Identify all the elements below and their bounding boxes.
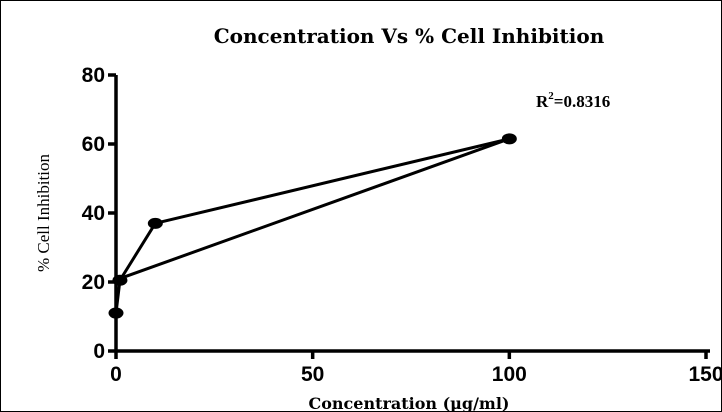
fit-line — [119, 137, 510, 280]
y-tick-label: 20 — [82, 271, 105, 294]
r-squared-base: R — [536, 92, 549, 111]
data-points — [108, 133, 517, 319]
x-tick-label: 50 — [301, 363, 324, 386]
y-axis-label: % Cell Inhibition — [34, 153, 53, 272]
y-tick-label: 60 — [82, 133, 105, 156]
x-tick-label: 100 — [492, 363, 527, 386]
y-ticks: 0 20 40 60 80 — [82, 64, 116, 363]
data-point — [112, 274, 128, 286]
y-tick-label: 80 — [82, 64, 105, 87]
r-squared-sup: 2 — [548, 90, 554, 102]
data-point — [108, 307, 124, 319]
axes — [114, 75, 710, 353]
data-point — [147, 217, 163, 229]
data-point — [501, 133, 517, 145]
data-lines — [114, 137, 510, 314]
x-axis-label: Concentration (µg/ml) — [308, 394, 509, 411]
chart-title: Concentration Vs % Cell Inhibition — [214, 24, 605, 48]
r-squared-annotation: R2=0.8316 — [536, 90, 610, 111]
x-ticks: 0 50 100 150 — [110, 351, 721, 386]
y-tick-label: 0 — [93, 340, 105, 363]
x-tick-label: 0 — [110, 363, 122, 386]
y-tick-label: 40 — [82, 202, 105, 225]
series-line — [114, 137, 510, 314]
x-tick-label: 150 — [688, 363, 721, 386]
r-squared-value: =0.8316 — [554, 92, 610, 111]
